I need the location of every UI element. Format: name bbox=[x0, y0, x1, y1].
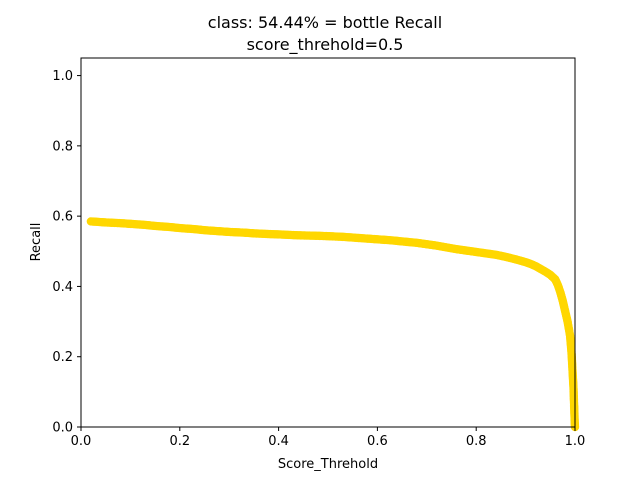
x-axis-label: Score_Threhold bbox=[278, 457, 378, 472]
y-tick-label: 0.2 bbox=[52, 350, 73, 365]
y-tick-label: 0.0 bbox=[52, 421, 73, 436]
y-axis-label: Recall bbox=[29, 223, 44, 262]
x-tick-label: 0.4 bbox=[268, 434, 289, 449]
y-tick-label: 0.6 bbox=[52, 210, 73, 225]
y-tick-label: 1.0 bbox=[52, 69, 73, 84]
x-tick-label: 0.2 bbox=[169, 434, 190, 449]
x-tick-label: 0.0 bbox=[71, 434, 92, 449]
x-axis-ticks: 0.0 0.2 0.4 0.6 0.8 1.0 bbox=[71, 427, 586, 449]
x-tick-label: 0.8 bbox=[466, 434, 487, 449]
x-tick-label: 1.0 bbox=[565, 434, 586, 449]
y-tick-label: 0.4 bbox=[52, 280, 73, 295]
x-tick-label: 0.6 bbox=[367, 434, 388, 449]
plot-frame bbox=[80, 57, 576, 428]
data-series bbox=[86, 217, 580, 432]
y-tick-label: 0.8 bbox=[52, 139, 73, 154]
y-axis-ticks: 0.0 0.2 0.4 0.6 0.8 1.0 bbox=[52, 69, 81, 436]
chart-subtitle: score_threhold=0.5 bbox=[247, 35, 404, 55]
chart-title: class: 54.44% = bottle Recall bbox=[208, 13, 442, 32]
